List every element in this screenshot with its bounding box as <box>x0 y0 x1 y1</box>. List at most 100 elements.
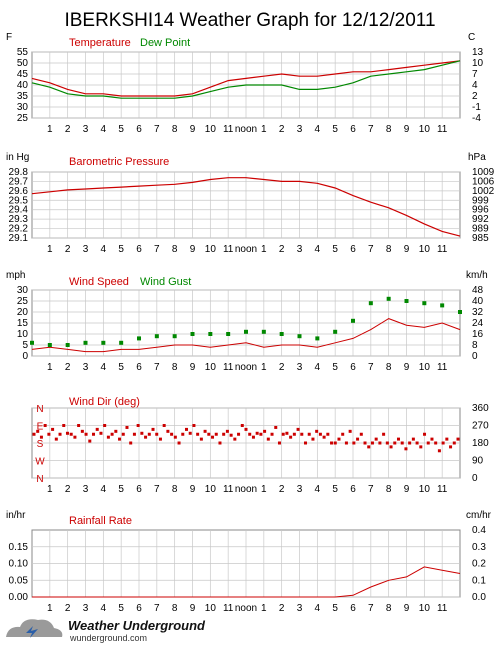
pressure-y-tick: 29.3 <box>9 214 29 225</box>
wind-dir-point <box>352 441 356 445</box>
wind-dir-point <box>103 424 107 427</box>
wind-x-tick: 3 <box>297 362 303 373</box>
temperature-y-tick-right: 7 <box>472 69 478 80</box>
temperature-x-tick: 11 <box>437 124 448 135</box>
wind-dir-point <box>259 432 263 436</box>
wind-dir-point <box>285 431 289 435</box>
winddir-x-tick: 7 <box>154 484 160 495</box>
wind-dir-point <box>434 441 438 445</box>
wind-dir-point <box>36 429 40 433</box>
temperature-x-tick: 6 <box>136 124 142 135</box>
wind-gust-point <box>368 301 373 306</box>
wind-x-tick: 8 <box>386 362 392 373</box>
winddir-x-tick: 10 <box>419 484 431 495</box>
dewpoint-legend: Dew Point <box>140 37 190 49</box>
wind-dir-point <box>396 437 400 441</box>
wind-dir-point <box>140 431 144 435</box>
weather-underground-logo[interactable] <box>6 619 63 638</box>
wind-x-tick: 6 <box>136 362 142 373</box>
temperature-x-tick: 2 <box>65 124 71 135</box>
wind-dir-point <box>404 447 408 451</box>
wind-gust-point <box>297 334 302 339</box>
pressure-x-tick: 6 <box>350 244 356 255</box>
rain-y-tick: 0.10 <box>9 559 29 570</box>
pressure-x-tick: 9 <box>404 244 410 255</box>
wind-x-tick: 4 <box>101 362 107 373</box>
wind-gust-point <box>351 318 355 323</box>
wind-gust-point <box>333 329 338 334</box>
brand-name[interactable]: Weather Underground <box>68 618 205 633</box>
wind-dir-point <box>385 441 389 445</box>
wind-dir-point <box>270 432 274 436</box>
wind-dir-point <box>211 435 215 439</box>
wind-x-tick: 2 <box>65 362 71 373</box>
temperature-x-tick: 9 <box>190 124 196 135</box>
temperature-y-tick-right: -1 <box>472 102 481 113</box>
wind-dir-point <box>51 427 55 431</box>
winddir-x-tick: 2 <box>65 484 71 495</box>
wind-dir-point <box>277 441 281 445</box>
wind-dir-point <box>218 441 222 445</box>
temperature-y-tick: 40 <box>17 80 29 91</box>
wind-x-tick: 9 <box>404 362 410 373</box>
wind-dir-point <box>58 432 62 436</box>
rain-x-tick: 3 <box>297 603 303 614</box>
wind-dir-point <box>367 445 371 449</box>
wind-dir-point <box>199 437 203 441</box>
wind-speed-line <box>31 318 461 353</box>
winddir-x-tick: 5 <box>118 484 124 495</box>
wind-y-tick: 0 <box>22 351 28 362</box>
cloud-icon <box>6 619 63 637</box>
pressure-x-tick: noon <box>235 244 257 255</box>
wind-dir-point <box>62 424 66 427</box>
temperature-y-tick-right: 2 <box>472 91 478 102</box>
pressure-x-tick: 3 <box>297 244 303 255</box>
wind-dir-point <box>251 435 255 439</box>
pressure-x-tick: 1 <box>47 244 53 255</box>
wind-dir-point <box>344 441 348 445</box>
temperature-x-tick: noon <box>235 124 257 135</box>
temperature-x-tick: 9 <box>404 124 410 135</box>
wind-dir-point <box>121 432 125 436</box>
rain-x-tick: 5 <box>118 603 124 614</box>
wind-dir-point <box>207 432 211 436</box>
wind-dir-point <box>118 437 122 441</box>
pressure-unit-left: in Hg <box>6 152 29 163</box>
wind-dir-point <box>315 429 319 433</box>
temperature-x-tick: 5 <box>118 124 124 135</box>
wind-dir-point <box>300 432 304 436</box>
winddir-x-tick: 4 <box>101 484 107 495</box>
wind-dir-point <box>426 441 430 445</box>
rain-legend: Rainfall Rate <box>69 515 132 527</box>
pressure-y-tick: 29.1 <box>9 233 29 244</box>
temperature-x-tick: 10 <box>419 124 431 135</box>
pressure-y-tick-right: 989 <box>472 224 489 235</box>
wind-gust-point <box>47 343 52 347</box>
winddir-x-tick: 9 <box>190 484 196 495</box>
rain-x-tick: 4 <box>101 603 107 614</box>
pressure-x-tick: 8 <box>386 244 392 255</box>
temperature-x-tick: 7 <box>154 124 160 135</box>
wind-dir-point <box>437 449 441 453</box>
wind-x-tick: noon <box>235 362 257 373</box>
brand-url[interactable]: wunderground.com <box>70 633 148 643</box>
rain-y-tick: 0.00 <box>9 592 29 603</box>
compass-label: N <box>36 474 43 485</box>
wind-gust-point <box>458 310 462 314</box>
wind-dir-point <box>177 441 181 445</box>
rain-y-tick-right: 0.0 <box>472 592 486 603</box>
wind-dir-point <box>184 427 188 431</box>
rain-unit-left: in/hr <box>6 510 26 521</box>
wind-gust-point <box>422 301 427 306</box>
wind-dir-point <box>170 432 174 436</box>
winddir-x-tick: 7 <box>368 484 374 495</box>
pressure-x-tick: 11 <box>437 244 448 255</box>
temperature-line <box>31 60 461 97</box>
wind-dir-point <box>77 424 81 427</box>
wind-dir-point <box>181 432 185 436</box>
temperature-x-tick: 4 <box>315 124 321 135</box>
temperature-x-tick: 1 <box>261 124 267 135</box>
